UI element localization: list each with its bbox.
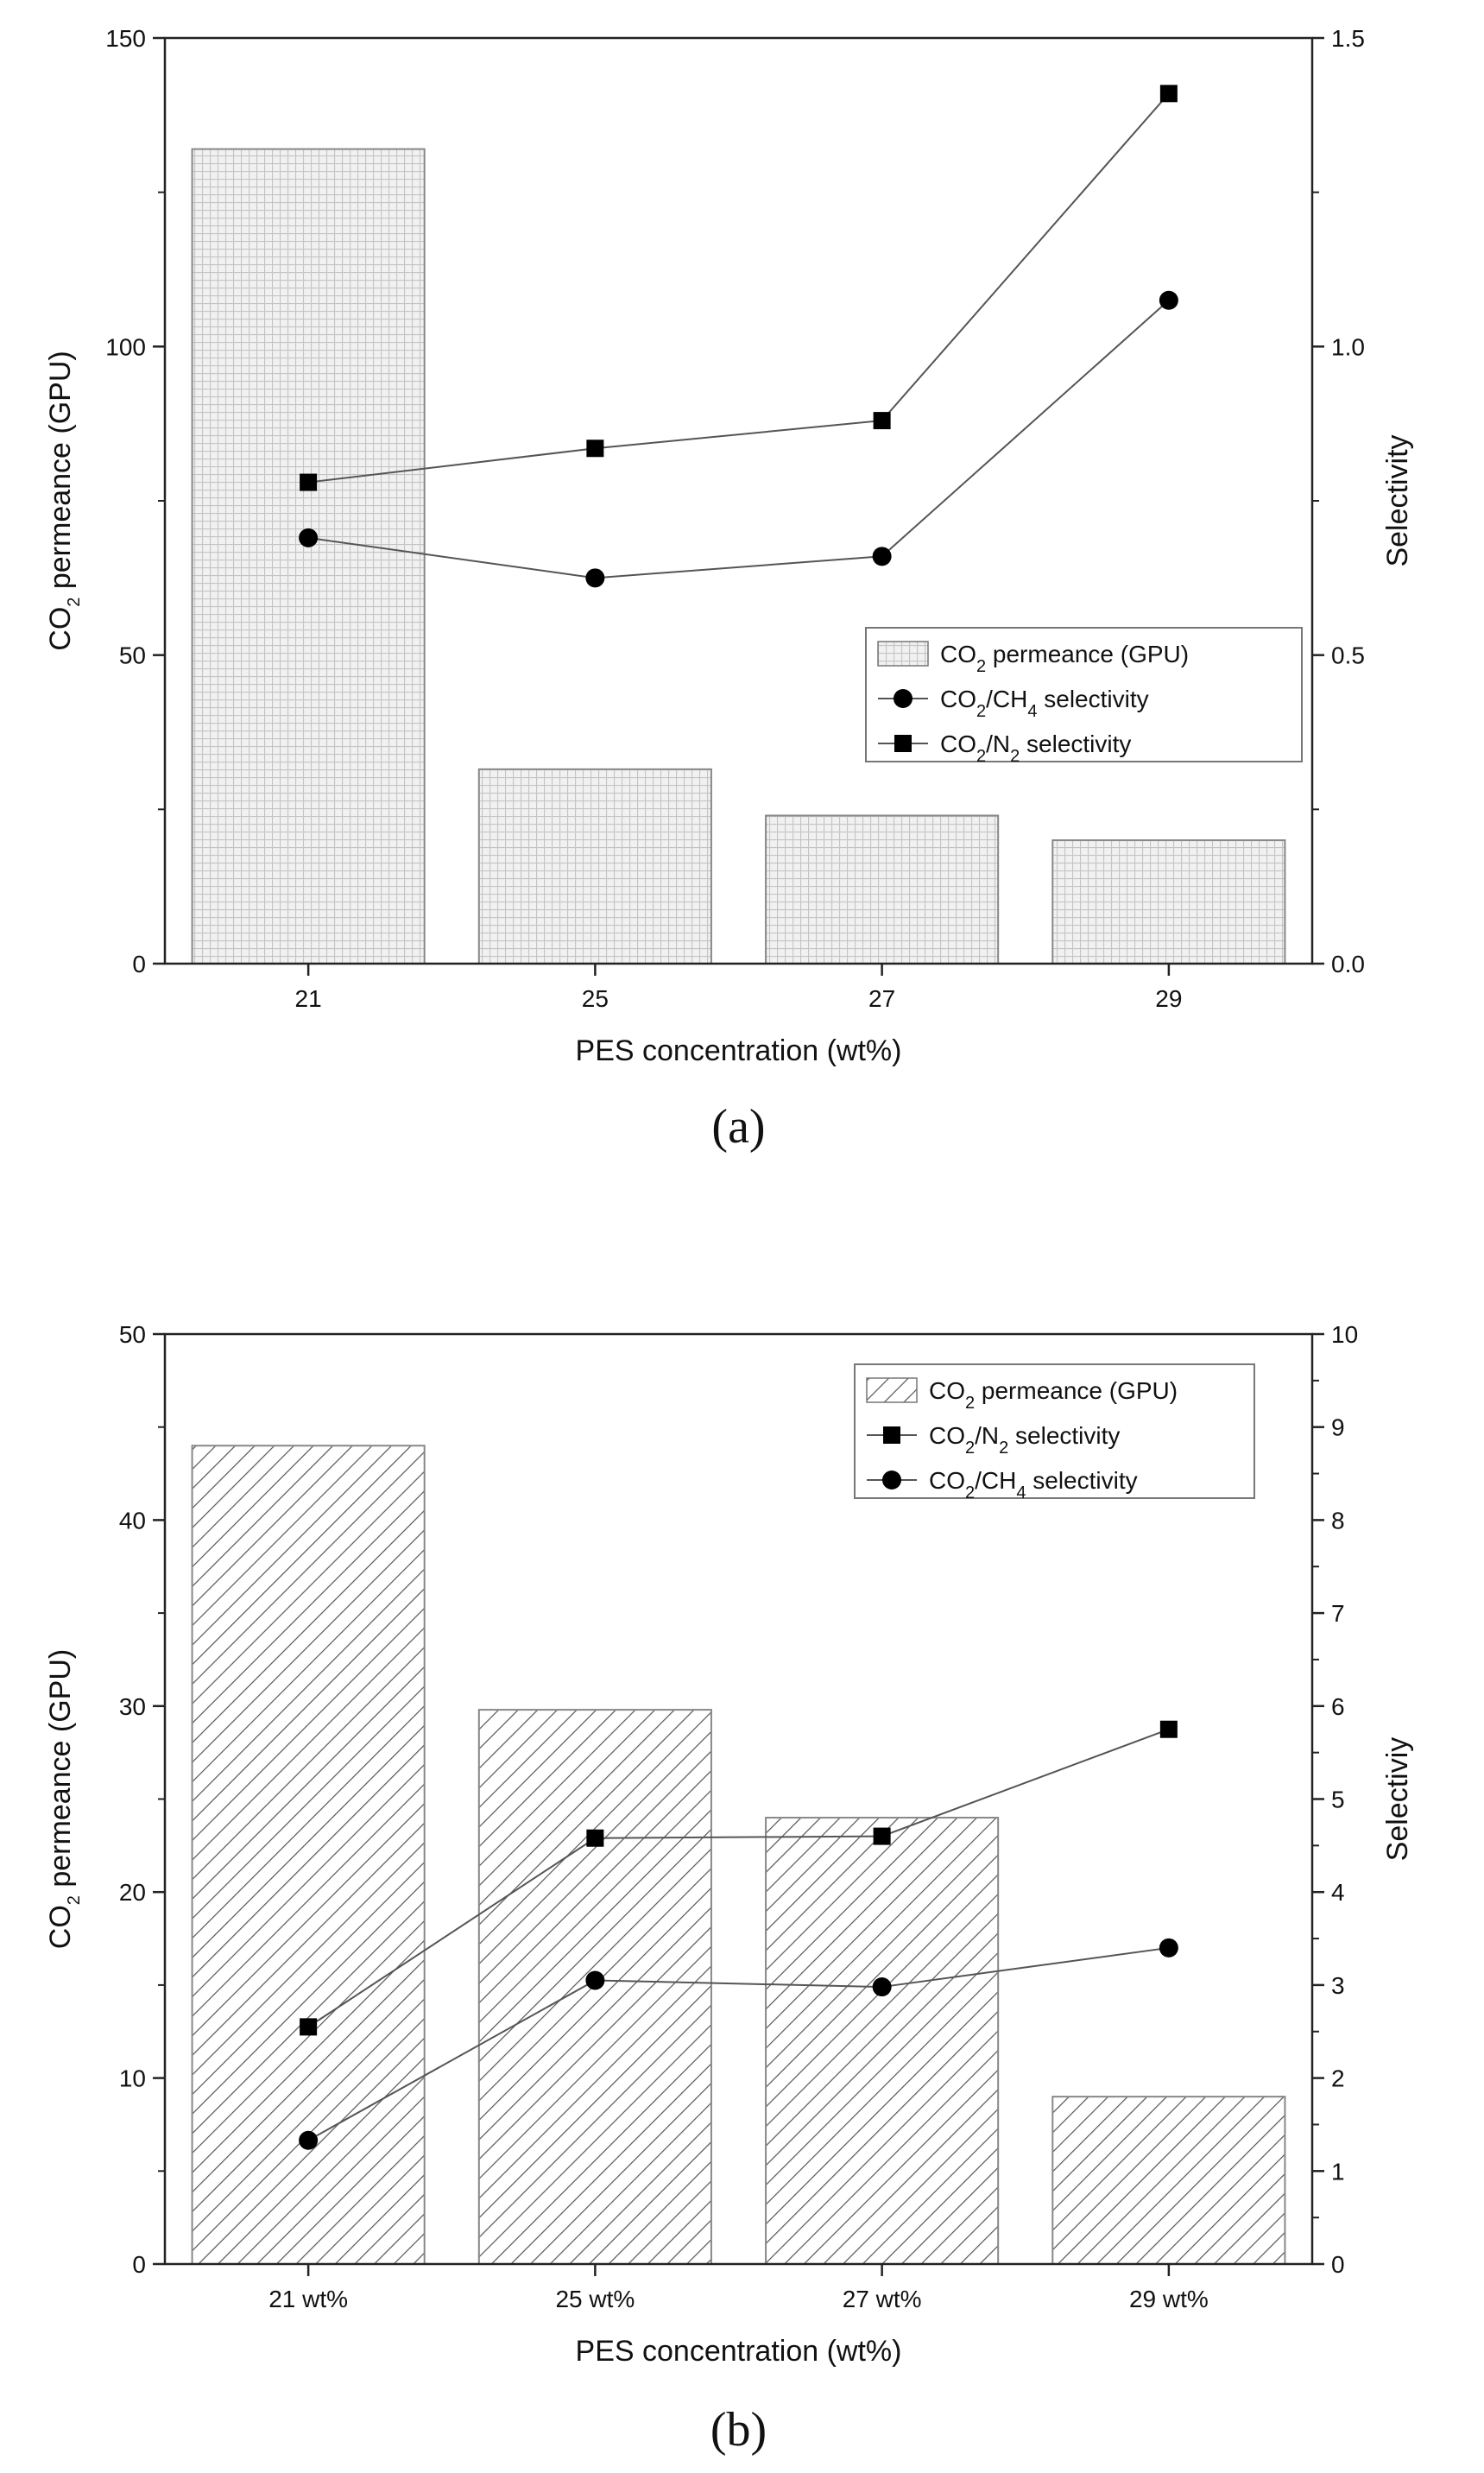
y2-tick-label: 5 <box>1331 1787 1345 1813</box>
point-square-3 <box>873 412 891 430</box>
legend-label-2: CO2/N2 selectivity <box>929 1422 1120 1458</box>
y-tick-label: 50 <box>119 642 146 669</box>
x-tick-label: 25 wt% <box>555 2286 635 2312</box>
series-line-circle <box>307 1946 1170 2141</box>
y2-tick-label: 3 <box>1331 1972 1345 1999</box>
chart-a: 0 50 100 150 0.0 0.5 1.0 1.5 21 25 27 29 PES concent… <box>44 25 1414 1154</box>
x-tick-label: 21 wt% <box>268 2286 348 2312</box>
y2-tick-label: 1 <box>1331 2158 1345 2185</box>
y2-tick-label: 10 <box>1331 1321 1358 1348</box>
y2-tick-label: 0.5 <box>1331 642 1365 669</box>
bar-2 <box>477 768 712 965</box>
point-square-4 <box>1159 1720 1178 1738</box>
legend-swatch-bar <box>877 641 929 667</box>
bar-4 <box>1051 2096 1286 2265</box>
point-circle-1 <box>299 2130 319 2150</box>
bar-4 <box>1051 839 1286 965</box>
point-circle-1 <box>299 528 319 547</box>
y-tick-label: 20 <box>119 1879 146 1906</box>
y2-tick-label: 4 <box>1331 1879 1345 1906</box>
y2-tick-label: 6 <box>1331 1693 1345 1720</box>
y2-axis-title: Selectiviy <box>1381 1737 1414 1862</box>
point-square-2 <box>586 1829 604 1847</box>
y2-tick-label: 1.5 <box>1331 25 1365 52</box>
y2-tick-label: 9 <box>1331 1414 1345 1441</box>
y-tick-label: 0 <box>132 2251 146 2278</box>
point-circle-4 <box>1159 1938 1178 1958</box>
legend-swatch-square <box>883 1426 900 1444</box>
point-square-4 <box>1159 85 1178 103</box>
y-tick-label: 10 <box>119 2065 146 2092</box>
series-line-circle <box>307 299 1170 579</box>
y2-tick-label: 7 <box>1331 1600 1345 1627</box>
x-tick-label: 21 <box>295 985 322 1012</box>
point-square-2 <box>586 440 604 458</box>
series-line-square <box>308 92 1170 484</box>
y2-tick-label: 8 <box>1331 1507 1345 1534</box>
legend-label-2: CO2/CH4 selectivity <box>940 686 1149 721</box>
legend-label-3: CO2/CH4 selectivity <box>929 1467 1138 1502</box>
y2-tick-label: 0 <box>1331 2251 1345 2278</box>
y-tick-label: 50 <box>119 1321 146 1348</box>
point-circle-2 <box>585 1970 605 1990</box>
x-axis-title: PES concentration (wt%) <box>576 2335 902 2368</box>
legend-box <box>854 1363 1255 1499</box>
y2-axis-title: Selectivity <box>1381 434 1414 566</box>
legend-swatch-square <box>894 735 912 752</box>
y-tick-label: 40 <box>119 1507 146 1534</box>
y2-tick-label: 0.0 <box>1331 951 1365 977</box>
y-axis-title: CO2 permeance (GPU) <box>44 1649 84 1949</box>
y-tick-label: 100 <box>105 333 146 360</box>
point-circle-2 <box>585 568 605 588</box>
y2-tick-label: 2 <box>1331 2065 1345 2092</box>
point-circle-3 <box>872 1977 892 1997</box>
y-axis-title: CO2 permeance (GPU) <box>44 351 84 650</box>
legend-box <box>865 627 1303 762</box>
y-tick-label: 30 <box>119 1693 146 1720</box>
x-axis-title: PES concentration (wt%) <box>576 1034 902 1067</box>
bar-1 <box>191 148 426 965</box>
legend-label-1: CO2 permeance (GPU) <box>940 641 1189 676</box>
point-square-1 <box>300 473 318 491</box>
x-tick-label: 27 <box>868 985 895 1012</box>
x-tick-label: 25 <box>582 985 609 1012</box>
y-tick-label: 150 <box>105 25 146 52</box>
point-circle-3 <box>872 547 892 566</box>
series-line-square <box>307 1728 1170 2028</box>
point-square-1 <box>300 2018 318 2036</box>
y-tick-label: 0 <box>132 951 146 977</box>
legend-swatch-bar <box>866 1377 918 1403</box>
bar-3 <box>765 1817 1000 2266</box>
point-square-3 <box>873 1827 891 1845</box>
chart-b: 0 10 20 30 40 50 0 1 2 3 4 5 6 7 8 9 10 21 wt% 25 wt% 27 wt… <box>44 1321 1414 2457</box>
point-circle-4 <box>1159 290 1178 310</box>
x-tick-label: 29 <box>1155 985 1182 1012</box>
legend-swatch-circle <box>882 1471 901 1489</box>
legend-label-3: CO2/N2 selectivity <box>940 731 1131 766</box>
legend-label-1: CO2 permeance (GPU) <box>929 1377 1178 1413</box>
x-tick-label: 27 wt% <box>843 2286 922 2312</box>
figure-caption: (a) <box>711 1100 765 1154</box>
legend-swatch-circle <box>894 689 913 708</box>
bar-3 <box>765 814 1000 965</box>
bar-1 <box>191 1445 426 2265</box>
figure-caption: (b) <box>710 2403 767 2457</box>
x-tick-label: 29 wt% <box>1129 2286 1209 2312</box>
y2-tick-label: 1.0 <box>1331 333 1365 360</box>
